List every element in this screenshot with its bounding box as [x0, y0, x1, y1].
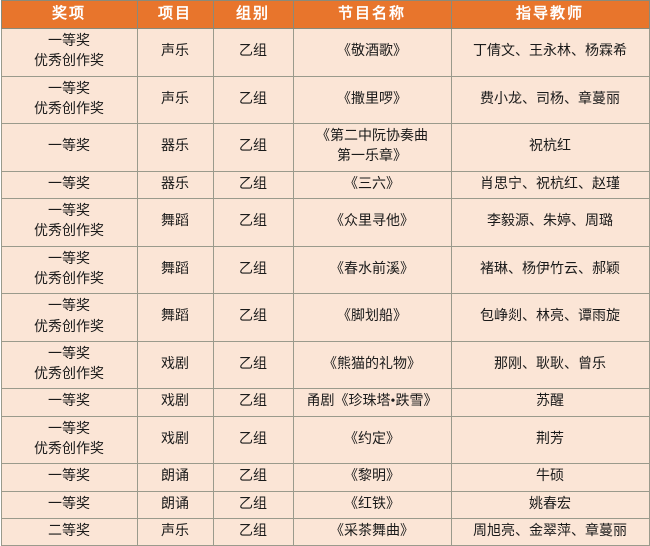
column-header-group: 组别: [212, 0, 294, 29]
cell-category: 朗诵: [136, 490, 214, 519]
cell-award: 一等奖: [0, 123, 138, 172]
table-row: 一等奖 戏剧 乙组 甬剧《珍珠塔•跌雪》 苏醒: [0, 388, 650, 417]
table-row: 一等奖 优秀创作奖 戏剧 乙组 《约定》 荆芳: [0, 415, 650, 465]
cell-teacher: 姚春宏: [450, 490, 650, 519]
table-header: 奖项 项目 组别 节目名称 指导教师: [0, 0, 650, 29]
cell-award: 一等奖 优秀创作奖: [0, 28, 138, 77]
cell-award: 一等奖 优秀创作奖: [0, 293, 138, 342]
cell-program: 《撒里啰》: [292, 75, 452, 125]
cell-group: 乙组: [212, 388, 294, 417]
cell-teacher: 丁倩文、王永林、杨霖希: [450, 28, 650, 77]
cell-teacher: 祝杭红: [450, 123, 650, 172]
cell-group: 乙组: [212, 340, 294, 390]
table-row: 一等奖 优秀创作奖 舞蹈 乙组 《众里寻他》 李毅源、朱婷、周璐: [0, 198, 650, 247]
table-row: 一等奖 优秀创作奖 声乐 乙组 《敬酒歌》 丁倩文、王永林、杨霖希: [0, 28, 650, 77]
column-header-award: 奖项: [0, 0, 138, 29]
cell-category: 器乐: [136, 170, 214, 200]
cell-teacher: 褚琳、杨伊竹云、郝颖: [450, 245, 650, 295]
cell-teacher: 李毅源、朱婷、周璐: [450, 198, 650, 247]
cell-teacher: 牛硕: [450, 463, 650, 492]
cell-program: 《敬酒歌》: [292, 28, 452, 77]
cell-program: 《红铁》: [292, 490, 452, 519]
cell-category: 戏剧: [136, 340, 214, 390]
cell-program: 《约定》: [292, 415, 452, 465]
cell-teacher: 包峥剡、林亮、谭雨旋: [450, 293, 650, 342]
table-row: 一等奖 优秀创作奖 戏剧 乙组 《熊猫的礼物》 那刚、耿耿、曾乐: [0, 340, 650, 390]
table-header-row: 奖项 项目 组别 节目名称 指导教师: [0, 0, 650, 29]
cell-group: 乙组: [212, 293, 294, 342]
cell-program: 甬剧《珍珠塔•跌雪》: [292, 388, 452, 417]
cell-award: 一等奖: [0, 463, 138, 492]
cell-group: 乙组: [212, 28, 294, 77]
cell-category: 舞蹈: [136, 293, 214, 342]
cell-teacher: 苏醒: [450, 388, 650, 417]
table-row: 一等奖 器乐 乙组 《三六》 肖思宁、祝杭红、赵瑾: [0, 170, 650, 200]
cell-group: 乙组: [212, 463, 294, 492]
cell-group: 乙组: [212, 198, 294, 247]
cell-category: 朗诵: [136, 463, 214, 492]
cell-category: 声乐: [136, 28, 214, 77]
cell-program: 《黎明》: [292, 463, 452, 492]
cell-award: 一等奖 优秀创作奖: [0, 198, 138, 247]
cell-category: 舞蹈: [136, 198, 214, 247]
table-row: 一等奖 优秀创作奖 舞蹈 乙组 《春水前溪》 褚琳、杨伊竹云、郝颖: [0, 245, 650, 295]
column-header-program: 节目名称: [292, 0, 452, 29]
cell-category: 器乐: [136, 123, 214, 172]
cell-program: 《熊猫的礼物》: [292, 340, 452, 390]
cell-teacher: 那刚、耿耿、曾乐: [450, 340, 650, 390]
cell-category: 戏剧: [136, 415, 214, 465]
cell-program: 《第二中阮协奏曲 第一乐章》: [292, 123, 452, 172]
cell-teacher: 荆芳: [450, 415, 650, 465]
cell-program: 《春水前溪》: [292, 245, 452, 295]
cell-award: 一等奖: [0, 388, 138, 417]
cell-group: 乙组: [212, 490, 294, 519]
table-row: 一等奖 朗诵 乙组 《红铁》 姚春宏: [0, 490, 650, 519]
cell-category: 戏剧: [136, 388, 214, 417]
cell-program: 《众里寻他》: [292, 198, 452, 247]
column-header-category: 项目: [136, 0, 214, 29]
table-row: 一等奖 朗诵 乙组 《黎明》 牛硕: [0, 463, 650, 492]
cell-award: 一等奖 优秀创作奖: [0, 75, 138, 125]
cell-group: 乙组: [212, 75, 294, 125]
cell-teacher: 肖思宁、祝杭红、赵瑾: [450, 170, 650, 200]
cell-program: 《三六》: [292, 170, 452, 200]
cell-award: 一等奖 优秀创作奖: [0, 340, 138, 390]
table-body: 一等奖 优秀创作奖 声乐 乙组 《敬酒歌》 丁倩文、王永林、杨霖希 一等奖 优秀创作奖 声乐…: [0, 28, 650, 546]
cell-teacher: 费小龙、司杨、章蔓丽: [450, 75, 650, 125]
cell-award: 一等奖: [0, 490, 138, 519]
cell-group: 乙组: [212, 170, 294, 200]
cell-group: 乙组: [212, 415, 294, 465]
column-header-teacher: 指导教师: [450, 0, 650, 29]
cell-award: 一等奖 优秀创作奖: [0, 245, 138, 295]
cell-category: 舞蹈: [136, 245, 214, 295]
cell-group: 乙组: [212, 245, 294, 295]
cell-award: 一等奖: [0, 170, 138, 200]
table-row: 一等奖 器乐 乙组 《第二中阮协奏曲 第一乐章》 祝杭红: [0, 123, 650, 172]
cell-program: 《脚划船》: [292, 293, 452, 342]
cell-group: 乙组: [212, 123, 294, 172]
cell-award: 一等奖 优秀创作奖: [0, 415, 138, 465]
cell-category: 声乐: [136, 75, 214, 125]
table-row: 一等奖 优秀创作奖 舞蹈 乙组 《脚划船》 包峥剡、林亮、谭雨旋: [0, 293, 650, 342]
table-row: 一等奖 优秀创作奖 声乐 乙组 《撒里啰》 费小龙、司杨、章蔓丽: [0, 75, 650, 125]
